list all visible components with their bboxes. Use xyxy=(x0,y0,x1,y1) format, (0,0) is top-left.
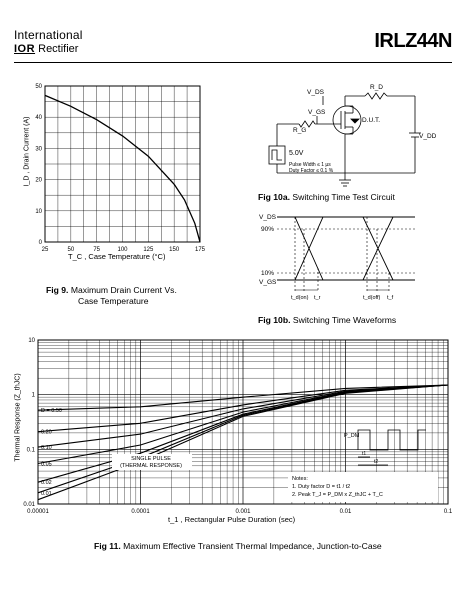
fig9-y-tick-label: 0 xyxy=(39,240,43,246)
fig11-series-labels: D = 0.50 0.20 0.10 0.05 0.02 0.01 xyxy=(41,408,62,497)
fig11-pulse-inset xyxy=(357,429,426,466)
fig11-series-label: 0.02 xyxy=(41,480,52,486)
tdoff-label: t_d(off) xyxy=(363,295,380,301)
90pct-label: 90% xyxy=(261,226,274,233)
tdon-label: t_d(on) xyxy=(291,295,309,301)
5v-label: 5.0V xyxy=(289,150,304,157)
fig11-series-label: 0.20 xyxy=(41,430,52,436)
fig11-x-tick-labels: 0.00001 0.0001 0.001 0.01 0.1 xyxy=(27,509,453,515)
fig10a-circuit: R_D V_DS V_GS R_G D.U.T. V_DD 5.0V Pulse… xyxy=(268,84,437,187)
fig11-series-label: 0.10 xyxy=(41,445,52,451)
fig11-x-tick-label: 0.00001 xyxy=(27,509,49,515)
fig11-series-label: D = 0.50 xyxy=(41,408,62,414)
duty-factor-label: Duty Factor ≤ 0.1 % xyxy=(289,168,334,174)
10pct-label: 10% xyxy=(261,270,274,277)
fig9-y-tick-label: 30 xyxy=(35,146,42,152)
brand-rectifier: Rectifier xyxy=(38,43,79,55)
fig11-y-tick-label: 10 xyxy=(28,338,35,344)
fig9-curve-drain-current xyxy=(44,94,201,243)
fig9-y-tick-label: 20 xyxy=(35,178,42,184)
single-pulse-line2: (THERMAL RESPONSE) xyxy=(120,463,182,469)
fig9-caption-line1: Maximum Drain Current Vs. xyxy=(70,285,177,295)
fig11-caption: Fig 11. Maximum Effective Transient Ther… xyxy=(94,541,382,551)
fig9-x-axis-label: T_C , Case Temperature (°C) xyxy=(68,252,166,261)
fig9-x-tick-label: 175 xyxy=(195,247,206,253)
fig11-series-label: 0.05 xyxy=(41,462,52,468)
fig11-series-label: 0.01 xyxy=(41,491,52,497)
part-number: IRLZ44N xyxy=(374,30,452,52)
fig9-plot-frame xyxy=(44,85,201,243)
brand-name-line2: IOR Rectifier xyxy=(14,43,78,55)
vdd-label: V_DD xyxy=(419,133,437,140)
fig11-plot-frame xyxy=(37,339,449,505)
dut-label: D.U.T. xyxy=(362,117,380,124)
fig9-caption: Fig 9. Maximum Drain Current Vs. xyxy=(46,285,177,295)
vds-label: V_DS xyxy=(307,89,325,96)
fig10b-label: Fig 10b. xyxy=(258,315,291,325)
fig9-x-tick-label: 125 xyxy=(143,247,154,253)
fig9-x-tick-labels: 25 50 75 100 125 150 175 xyxy=(42,247,206,253)
fig9-y-tick-label: 10 xyxy=(35,209,42,215)
fig11-x-tick-label: 0.001 xyxy=(235,509,251,515)
fig9-y-tick-label: 50 xyxy=(35,84,42,90)
fig9-x-tick-label: 50 xyxy=(67,247,74,253)
fig9-caption-line2: Case Temperature xyxy=(78,296,149,306)
fig11-y-tick-label: 1 xyxy=(32,393,36,399)
fig11-y-axis-label: Thermal Response (Z_thJC) xyxy=(14,373,22,462)
fig9-grid xyxy=(44,85,201,243)
fig11-caption-text: Maximum Effective Transient Thermal Impe… xyxy=(123,541,382,551)
fig10b-caption: Fig 10b. Switching Time Waveforms xyxy=(258,315,396,325)
note1: 1. Duty factor D = t1 / t2 xyxy=(292,484,350,490)
fig11-y-tick-labels: 0.01 0.1 1 10 xyxy=(23,338,35,508)
fig10a-label: Fig 10a. xyxy=(258,192,290,202)
fig10a-caption-text: Switching Time Test Circuit xyxy=(292,192,395,202)
vds-wave-label: V_DS xyxy=(259,214,277,221)
brand-name-line1: International xyxy=(14,28,83,42)
vgs-label: V_GS xyxy=(308,109,326,116)
fig11-y-tick-label: 0.1 xyxy=(27,447,36,453)
fig10b-caption-text: Switching Time Waveforms xyxy=(292,315,397,325)
fig11-x-tick-label: 0.0001 xyxy=(131,509,150,515)
fig10a-caption: Fig 10a. Switching Time Test Circuit xyxy=(258,192,395,202)
t2-label: t2 xyxy=(374,459,378,465)
note2: 2. Peak T_J = P_DM x Z_thJC + T_C xyxy=(292,492,383,498)
fig10b-waveforms: V_DS 90% 10% V_GS t_d(on) t_r t_d(off) t… xyxy=(259,214,415,301)
fig9-y-tick-labels: 0 10 20 30 40 50 xyxy=(35,84,42,246)
fig11-series-line xyxy=(37,384,449,501)
fig11-series-line xyxy=(37,384,449,411)
pdm-label: P_DM xyxy=(344,433,360,439)
tf-label: t_f xyxy=(387,295,394,301)
fig11-x-tick-label: 0.1 xyxy=(444,509,453,515)
fig11-y-tick-label: 0.01 xyxy=(23,502,35,508)
fig11-series xyxy=(37,384,449,501)
vgs-wave-label: V_GS xyxy=(259,279,277,286)
t1-label: t1 xyxy=(362,451,366,457)
fig9-x-tick-label: 75 xyxy=(93,247,100,253)
rg-label: R_G xyxy=(293,127,306,134)
fig9-x-tick-label: 25 xyxy=(42,247,49,253)
fig11-x-tick-label: 0.01 xyxy=(340,509,352,515)
fig11-chart: D = 0.500.200.100.050.020.01 0.00001 0.00… xyxy=(23,338,453,515)
fig9-x-tick-label: 150 xyxy=(169,247,180,253)
single-pulse-line1: SINGLE PULSE xyxy=(131,456,171,462)
fig11-label: Fig 11. xyxy=(94,541,121,551)
fig9-y-axis-label: I_D , Drain Current (A) xyxy=(23,116,31,187)
fig11-x-axis-label: t_1 , Rectangular Pulse Duration (sec) xyxy=(168,515,296,524)
notes-title: Notes: xyxy=(292,476,308,482)
fig9-y-tick-label: 40 xyxy=(35,115,42,121)
rd-label: R_D xyxy=(370,84,383,91)
pulse-width-label: Pulse Width ≤ 1 µs xyxy=(289,162,331,168)
fig9-label: Fig 9. xyxy=(46,285,69,295)
fig11-series-line xyxy=(37,384,449,433)
ior-logo: IOR xyxy=(14,43,36,55)
header-rule xyxy=(14,62,452,63)
tr-label: t_r xyxy=(314,295,321,301)
fig9-chart: 25 50 75 100 125 150 175 0 10 20 30 40 50 xyxy=(35,84,206,253)
fig9-x-tick-label: 100 xyxy=(117,247,128,253)
